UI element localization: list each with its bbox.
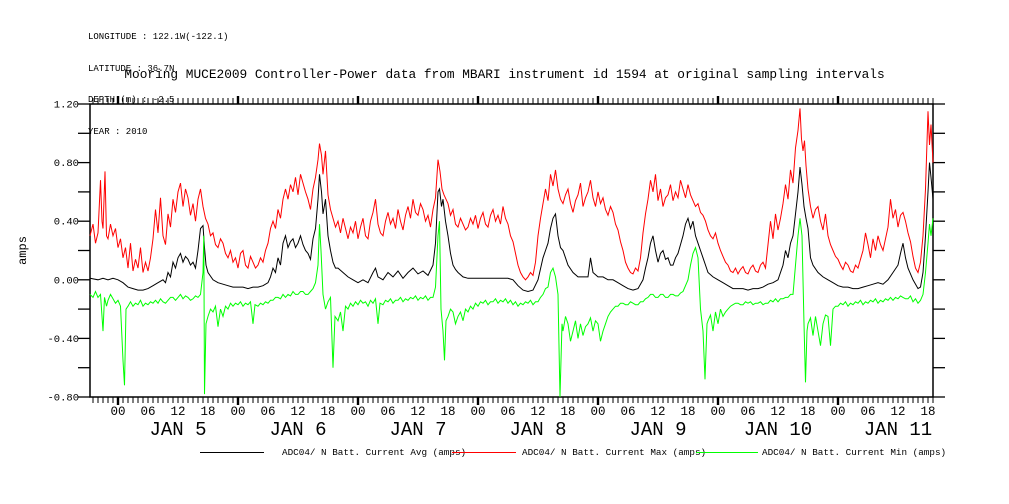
svg-text:00: 00 — [350, 405, 365, 419]
y-axis-title: amps — [16, 236, 30, 265]
svg-text:06: 06 — [620, 405, 635, 419]
svg-text:12: 12 — [290, 405, 305, 419]
svg-text:18: 18 — [800, 405, 815, 419]
svg-text:-0.80: -0.80 — [47, 393, 79, 405]
svg-text:JAN 5: JAN 5 — [149, 419, 206, 441]
svg-text:18: 18 — [440, 405, 455, 419]
legend-label-avg: ADC04/ N Batt. Current Avg (amps) — [282, 447, 467, 458]
svg-text:1.20: 1.20 — [54, 100, 79, 112]
x-axis-ticks — [92, 96, 934, 405]
svg-text:06: 06 — [140, 405, 155, 419]
svg-text:JAN 8: JAN 8 — [509, 419, 566, 441]
svg-text:0.40: 0.40 — [54, 217, 79, 229]
metadata-longitude: LONGITUDE : 122.1W(-122.1) — [88, 32, 229, 42]
svg-text:JAN 10: JAN 10 — [744, 419, 812, 441]
svg-text:0.00: 0.00 — [54, 275, 79, 287]
svg-text:06: 06 — [260, 405, 275, 419]
svg-text:00: 00 — [830, 405, 845, 419]
legend-line-max — [452, 452, 516, 453]
legend-line-avg — [200, 452, 264, 453]
metadata-latitude: LATITUDE : 36.7N — [88, 63, 175, 74]
chart-title: Mooring MUCE2009 Controller-Power data f… — [124, 67, 885, 82]
svg-text:18: 18 — [320, 405, 335, 419]
svg-text:06: 06 — [860, 405, 875, 419]
svg-text:-0.40: -0.40 — [47, 334, 79, 346]
svg-text:00: 00 — [110, 405, 125, 419]
metadata-year: YEAR : 2010 — [88, 126, 148, 137]
svg-text:JAN 6: JAN 6 — [269, 419, 326, 441]
series-line-avg — [89, 162, 934, 293]
svg-text:12: 12 — [890, 405, 905, 419]
x-axis-hour-labels: 00 06 12 18 00 06 12 18 00 06 12 18 00 06 12 18 00 06 12 18… — [110, 405, 935, 419]
svg-text:amps: amps — [16, 236, 30, 265]
y-axis-labels: 1.20 0.80 0.40 0.00 -0.40 -0.80 — [47, 100, 79, 405]
svg-text:06: 06 — [500, 405, 515, 419]
legend-label-max: ADC04/ N Batt. Current Max (amps) — [522, 447, 707, 458]
svg-text:12: 12 — [410, 405, 425, 419]
svg-text:00: 00 — [470, 405, 485, 419]
x-axis-day-labels: JAN 5 JAN 6 JAN 7 JAN 8 JAN 9 JAN 10 JAN 11 — [149, 419, 932, 441]
svg-text:18: 18 — [200, 405, 215, 419]
y-axis-ticks — [78, 103, 945, 398]
svg-text:06: 06 — [380, 405, 395, 419]
svg-text:12: 12 — [770, 405, 785, 419]
legend-label-min: ADC04/ N Batt. Current Min (amps) — [762, 447, 947, 458]
svg-text:12: 12 — [650, 405, 665, 419]
svg-text:12: 12 — [530, 405, 545, 419]
svg-text:00: 00 — [710, 405, 725, 419]
svg-text:JAN 7: JAN 7 — [389, 419, 446, 441]
svg-text:18: 18 — [680, 405, 695, 419]
svg-text:06: 06 — [740, 405, 755, 419]
svg-text:0.80: 0.80 — [54, 158, 79, 170]
legend-line-min — [696, 452, 758, 453]
svg-text:JAN 11: JAN 11 — [864, 419, 932, 441]
svg-text:00: 00 — [590, 405, 605, 419]
svg-text:12: 12 — [170, 405, 185, 419]
series-line-max — [89, 108, 934, 281]
svg-text:00: 00 — [230, 405, 245, 419]
series-line-min — [89, 218, 934, 398]
svg-text:JAN 9: JAN 9 — [629, 419, 686, 441]
svg-text:18: 18 — [560, 405, 575, 419]
svg-text:18: 18 — [920, 405, 935, 419]
